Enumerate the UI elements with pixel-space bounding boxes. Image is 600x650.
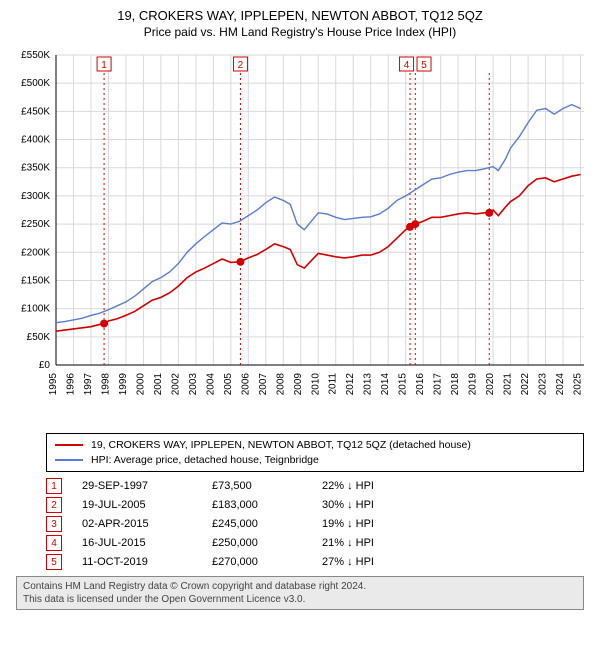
svg-text:2010: 2010: [310, 373, 321, 396]
svg-text:1997: 1997: [83, 373, 94, 396]
txn-marker: 2: [46, 497, 62, 513]
footer-line-2: This data is licensed under the Open Gov…: [23, 593, 577, 606]
svg-text:2022: 2022: [520, 373, 531, 396]
svg-text:£500K: £500K: [21, 78, 50, 89]
svg-text:2006: 2006: [240, 373, 251, 396]
svg-text:2013: 2013: [363, 373, 374, 396]
svg-text:£400K: £400K: [21, 135, 50, 146]
svg-text:1996: 1996: [65, 373, 76, 396]
svg-text:2: 2: [238, 60, 244, 71]
txn-diff: 30% ↓ HPI: [322, 499, 432, 511]
txn-price: £245,000: [212, 518, 322, 530]
svg-text:£550K: £550K: [21, 50, 50, 61]
txn-marker: 5: [46, 554, 62, 570]
txn-marker: 3: [46, 516, 62, 532]
table-row: 1 29-SEP-1997£73,50022% ↓ HPI: [46, 478, 584, 494]
page-title: 19, CROKERS WAY, IPPLEPEN, NEWTON ABBOT,…: [6, 8, 594, 23]
svg-text:2011: 2011: [328, 373, 339, 395]
txn-price: £250,000: [212, 537, 322, 549]
legend-swatch-hpi: [55, 459, 83, 461]
svg-text:2019: 2019: [468, 373, 479, 396]
svg-text:£0: £0: [39, 360, 51, 371]
txn-date: 11-OCT-2019: [82, 556, 212, 568]
svg-text:£250K: £250K: [21, 219, 50, 230]
txn-date: 16-JUL-2015: [82, 537, 212, 549]
txn-price: £183,000: [212, 499, 322, 511]
legend-label-hpi: HPI: Average price, detached house, Teig…: [91, 453, 319, 468]
svg-text:2007: 2007: [258, 373, 269, 396]
svg-text:2002: 2002: [170, 373, 181, 396]
txn-date: 29-SEP-1997: [82, 480, 212, 492]
svg-text:2000: 2000: [135, 373, 146, 396]
txn-diff: 21% ↓ HPI: [322, 537, 432, 549]
svg-text:5: 5: [421, 60, 427, 71]
svg-text:1995: 1995: [48, 373, 59, 396]
legend-swatch-property: [55, 444, 83, 446]
txn-marker: 1: [46, 478, 62, 494]
footer-line-1: Contains HM Land Registry data © Crown c…: [23, 580, 577, 593]
svg-text:2015: 2015: [398, 373, 409, 396]
legend-item-property: 19, CROKERS WAY, IPPLEPEN, NEWTON ABBOT,…: [55, 438, 575, 453]
page-subtitle: Price paid vs. HM Land Registry's House …: [6, 25, 594, 39]
svg-text:2021: 2021: [503, 373, 514, 396]
transactions-table: 1 29-SEP-1997£73,50022% ↓ HPI 2 19-JUL-2005…: [46, 478, 584, 570]
table-row: 3 02-APR-2015£245,00019% ↓ HPI: [46, 516, 584, 532]
svg-text:1: 1: [101, 60, 107, 71]
legend-label-property: 19, CROKERS WAY, IPPLEPEN, NEWTON ABBOT,…: [91, 438, 471, 453]
svg-text:2001: 2001: [153, 373, 164, 396]
txn-diff: 19% ↓ HPI: [322, 518, 432, 530]
svg-text:2005: 2005: [223, 373, 234, 396]
svg-text:2018: 2018: [450, 373, 461, 396]
svg-text:£450K: £450K: [21, 106, 50, 117]
svg-text:£200K: £200K: [21, 247, 50, 258]
svg-text:2014: 2014: [380, 373, 391, 396]
svg-text:2023: 2023: [538, 373, 549, 396]
table-row: 2 19-JUL-2005£183,00030% ↓ HPI: [46, 497, 584, 513]
svg-text:2003: 2003: [188, 373, 199, 396]
attribution-footer: Contains HM Land Registry data © Crown c…: [16, 576, 584, 610]
legend-item-hpi: HPI: Average price, detached house, Teig…: [55, 453, 575, 468]
svg-text:£50K: £50K: [27, 332, 51, 343]
txn-price: £73,500: [212, 480, 322, 492]
svg-text:2020: 2020: [485, 373, 496, 396]
svg-text:1998: 1998: [100, 373, 111, 396]
svg-text:2004: 2004: [205, 373, 216, 396]
txn-date: 19-JUL-2005: [82, 499, 212, 511]
txn-marker: 4: [46, 535, 62, 551]
txn-date: 02-APR-2015: [82, 518, 212, 530]
svg-text:£350K: £350K: [21, 163, 50, 174]
svg-text:£150K: £150K: [21, 275, 50, 286]
price-chart: £0 £50K £100K £150K £200K £250K £300K £350K £400…: [6, 45, 594, 425]
svg-text:2017: 2017: [433, 373, 444, 396]
txn-diff: 22% ↓ HPI: [322, 480, 432, 492]
svg-text:2016: 2016: [415, 373, 426, 396]
txn-diff: 27% ↓ HPI: [322, 556, 432, 568]
svg-text:£100K: £100K: [21, 304, 50, 315]
svg-text:4: 4: [404, 60, 410, 71]
table-row: 4 16-JUL-2015£250,00021% ↓ HPI: [46, 535, 584, 551]
svg-text:£300K: £300K: [21, 191, 50, 202]
legend: 19, CROKERS WAY, IPPLEPEN, NEWTON ABBOT,…: [46, 433, 584, 472]
svg-text:2025: 2025: [573, 373, 584, 396]
table-row: 5 11-OCT-2019£270,00027% ↓ HPI: [46, 554, 584, 570]
svg-text:2009: 2009: [293, 373, 304, 396]
svg-text:2024: 2024: [555, 373, 566, 396]
txn-price: £270,000: [212, 556, 322, 568]
svg-text:1999: 1999: [118, 373, 129, 396]
svg-text:2012: 2012: [345, 373, 356, 396]
svg-text:2008: 2008: [275, 373, 286, 396]
